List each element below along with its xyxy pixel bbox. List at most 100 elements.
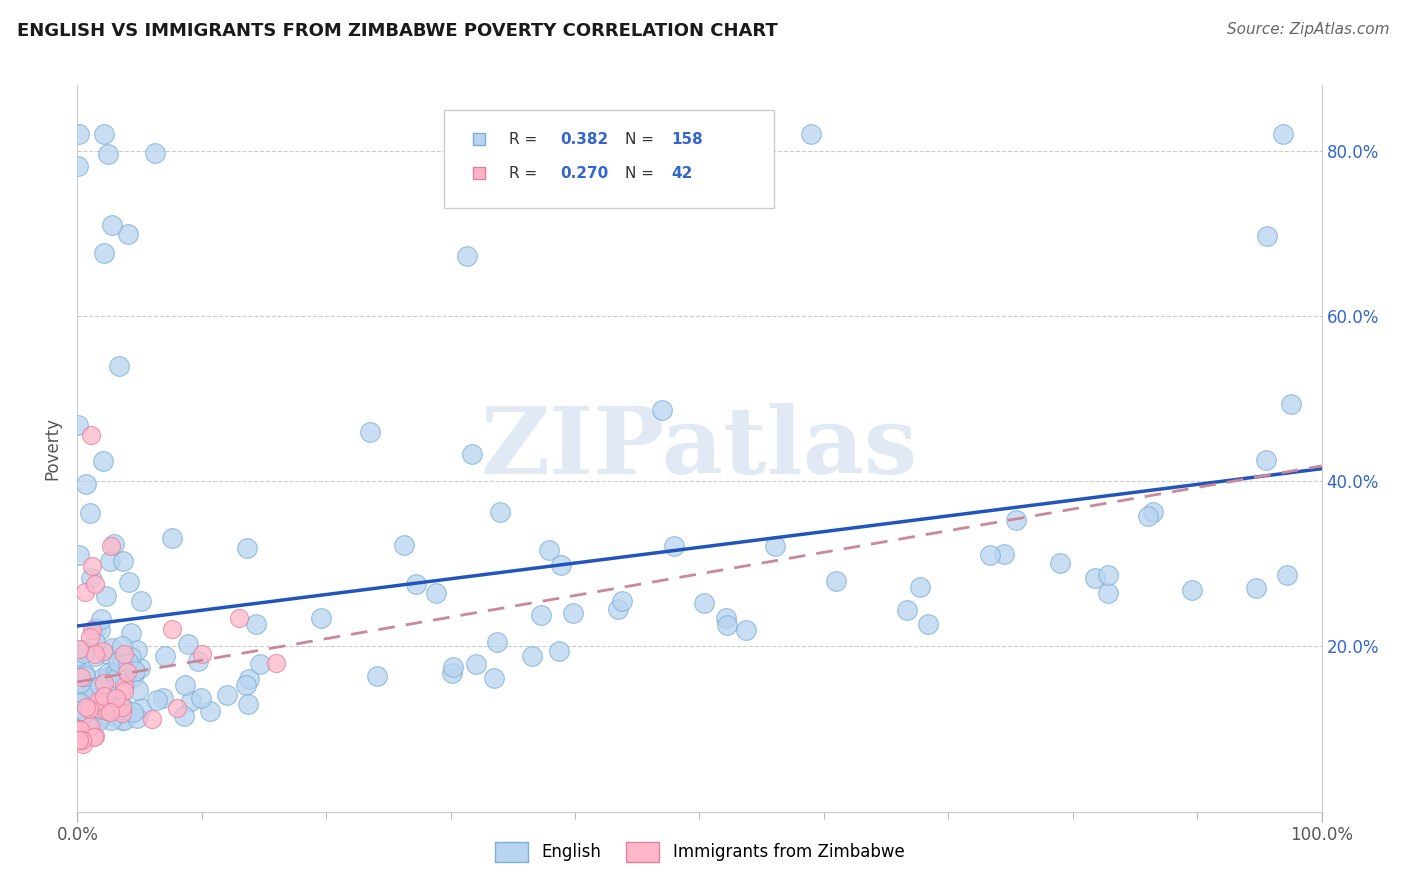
Point — [217, 688, 239, 702]
Point — [392, 538, 415, 552]
Point — [75, 716, 97, 731]
Point — [120, 626, 142, 640]
Point — [1005, 512, 1028, 526]
Point — [979, 549, 1001, 563]
Point — [104, 710, 127, 724]
Point — [235, 678, 257, 692]
Point — [75, 666, 97, 681]
Point — [72, 737, 94, 751]
Point — [111, 706, 134, 720]
Point — [190, 691, 212, 706]
Point — [84, 648, 107, 662]
Point — [115, 704, 138, 718]
Point — [112, 684, 135, 698]
Point — [67, 548, 90, 562]
Point — [1142, 505, 1164, 519]
Point — [83, 731, 105, 745]
Point — [115, 665, 138, 679]
Point — [98, 669, 121, 683]
Point — [100, 713, 122, 727]
Point — [76, 476, 98, 491]
Point — [825, 574, 848, 588]
Point — [917, 616, 939, 631]
Point — [101, 698, 124, 712]
Point — [173, 708, 195, 723]
Point — [124, 665, 146, 679]
Point — [111, 698, 134, 712]
Point — [1246, 581, 1268, 595]
Point — [111, 639, 134, 653]
Point — [84, 635, 107, 649]
Point — [97, 146, 120, 161]
Point — [1084, 571, 1107, 585]
Point — [112, 713, 135, 727]
Point — [87, 710, 110, 724]
Point — [79, 714, 101, 729]
Point — [1181, 582, 1204, 597]
Point — [131, 700, 153, 714]
Point — [366, 668, 388, 682]
Point — [425, 586, 447, 600]
Point — [460, 447, 482, 461]
Point — [120, 649, 142, 664]
Point — [465, 657, 488, 671]
Point — [485, 634, 508, 648]
Point — [69, 694, 91, 708]
Point — [110, 669, 132, 683]
Point — [100, 682, 122, 697]
Point — [166, 701, 188, 715]
Point — [67, 704, 90, 718]
Point — [83, 649, 105, 664]
Point — [111, 713, 134, 727]
Point — [80, 558, 103, 573]
Point — [82, 693, 104, 707]
Text: R =: R = — [509, 166, 543, 181]
Point — [245, 617, 267, 632]
Point — [121, 670, 143, 684]
Text: Source: ZipAtlas.com: Source: ZipAtlas.com — [1226, 22, 1389, 37]
Point — [87, 696, 110, 710]
Point — [69, 722, 91, 736]
Point — [121, 705, 143, 719]
Point — [908, 581, 931, 595]
FancyBboxPatch shape — [444, 111, 775, 209]
Text: 42: 42 — [671, 166, 692, 181]
Point — [127, 682, 149, 697]
Point — [141, 712, 163, 726]
Point — [180, 694, 202, 708]
Point — [110, 651, 132, 665]
Point — [1254, 453, 1277, 467]
Text: ZIPatlas: ZIPatlas — [481, 403, 918, 493]
Point — [125, 643, 148, 657]
Point — [143, 146, 166, 161]
Point — [198, 704, 221, 718]
Point — [662, 539, 685, 553]
Point — [90, 671, 112, 685]
Point — [235, 541, 257, 555]
Point — [105, 671, 128, 685]
Point — [266, 656, 288, 670]
Point — [77, 715, 100, 730]
Point — [66, 159, 89, 173]
Text: 158: 158 — [671, 132, 703, 147]
Point — [152, 691, 174, 706]
Point — [67, 128, 90, 142]
Point — [146, 693, 169, 707]
Point — [84, 577, 107, 591]
Point — [117, 227, 139, 241]
Point — [538, 543, 561, 558]
Point — [77, 701, 100, 715]
Point — [82, 682, 104, 697]
Point — [69, 670, 91, 684]
Point — [228, 611, 250, 625]
Point — [716, 618, 738, 632]
Point — [456, 249, 478, 263]
Point — [96, 704, 118, 718]
Point — [93, 676, 115, 690]
Point — [66, 418, 89, 433]
Point — [79, 507, 101, 521]
Point — [67, 732, 90, 747]
Point — [93, 689, 115, 703]
Point — [82, 681, 104, 696]
Point — [1279, 397, 1302, 411]
